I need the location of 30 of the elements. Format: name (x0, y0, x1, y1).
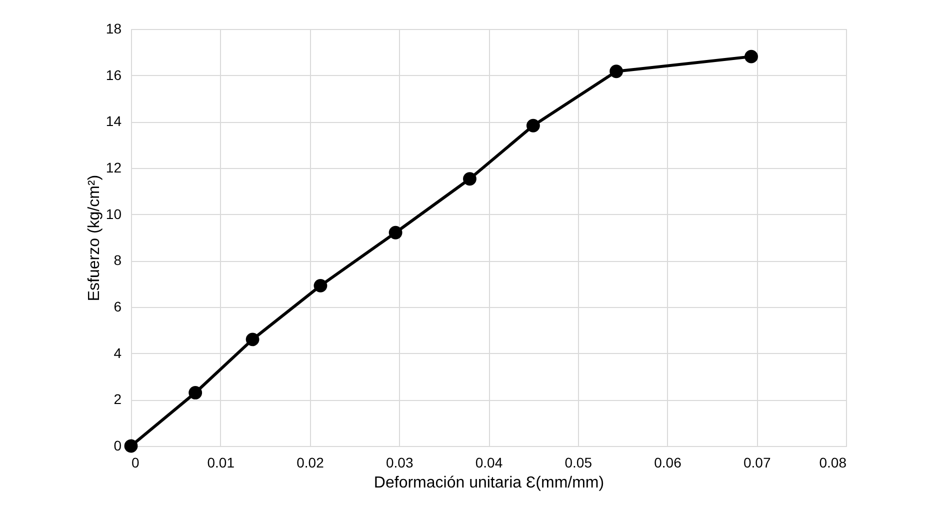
y-tick-label: 14 (106, 113, 122, 130)
x-tick-label: 0.05 (564, 454, 592, 470)
y-tick-label: 6 (114, 298, 122, 314)
y-tick-label: 16 (106, 66, 122, 83)
point (188, 386, 202, 400)
x-axis-title: Deformación unitaria Ɛ(mm/mm) (374, 474, 604, 492)
y-tick-label: 2 (114, 391, 122, 408)
y-tick-label: 12 (106, 160, 122, 176)
x-tick-label: 0.06 (654, 454, 682, 470)
y-axis-title: Esfuerzo (kg/cm²) (86, 174, 103, 302)
x-tick-label: 0.04 (475, 454, 503, 470)
y-tick-label: 18 (106, 20, 122, 36)
y-tick-label: 4 (114, 344, 122, 361)
y-tick-label: 10 (106, 206, 122, 222)
point (610, 64, 624, 78)
x-tick-label: 0.02 (296, 454, 324, 470)
point (246, 332, 260, 346)
x-tick-label: 0.03 (386, 454, 414, 470)
x-tick-label: 0.01 (207, 454, 235, 470)
point (124, 439, 138, 453)
point (526, 118, 540, 132)
x-tick-label: 0.07 (744, 454, 771, 470)
point (744, 50, 758, 64)
y-tick-label: 0 (114, 438, 122, 454)
point (314, 278, 328, 292)
x-tick-label: 0.08 (819, 454, 847, 470)
y-tick-label: 8 (114, 252, 122, 268)
point (388, 226, 402, 240)
x-tick-label: 0 (132, 454, 140, 470)
point (463, 172, 476, 186)
